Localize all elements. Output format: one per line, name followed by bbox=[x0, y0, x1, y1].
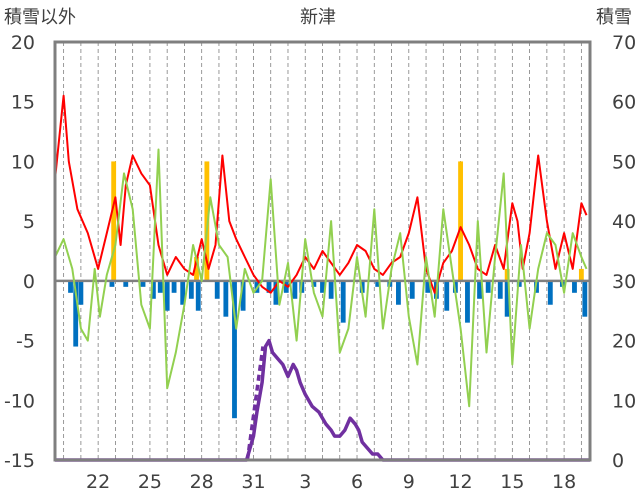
blue-bar bbox=[582, 280, 588, 317]
line-series bbox=[54, 94, 590, 462]
orange-bar bbox=[194, 256, 199, 281]
right-tick-label: 20 bbox=[612, 331, 636, 353]
left-tick-label: 15 bbox=[11, 92, 35, 114]
blue-bar bbox=[150, 280, 156, 299]
blue-bar bbox=[164, 280, 170, 311]
blue-bar bbox=[311, 280, 317, 287]
chart-title: 新津 bbox=[300, 7, 336, 28]
x-tick-label: 31 bbox=[241, 471, 265, 493]
blue-bar bbox=[547, 280, 553, 305]
blue-bar bbox=[504, 280, 510, 317]
left-tick-label: -5 bbox=[16, 331, 35, 353]
blue-bar bbox=[375, 280, 381, 287]
orange-bar bbox=[111, 161, 117, 281]
right-tick-label: 60 bbox=[612, 92, 636, 114]
right-tick-label: 10 bbox=[612, 390, 636, 412]
blue-bar bbox=[123, 280, 129, 287]
blue-bar bbox=[171, 280, 177, 293]
blue-bar bbox=[292, 280, 298, 299]
blue-bar bbox=[140, 280, 146, 287]
blue-bar bbox=[109, 280, 115, 287]
blue-bar bbox=[223, 280, 229, 317]
right-tick-label: 30 bbox=[612, 271, 636, 293]
blue-bar bbox=[195, 280, 201, 311]
blue-bar bbox=[477, 280, 482, 299]
x-tick-label: 15 bbox=[500, 471, 524, 493]
blue-bar bbox=[320, 280, 325, 293]
x-tick-label: 9 bbox=[403, 471, 415, 493]
left-tick-label: 0 bbox=[23, 271, 35, 293]
blue-bar bbox=[157, 280, 163, 293]
x-tick-label: 18 bbox=[552, 471, 576, 493]
x-tick-label: 22 bbox=[86, 471, 110, 493]
x-axis-ticks: 22 25 28 31 3 6 9 12 15 18 bbox=[86, 471, 576, 493]
blue-bar bbox=[266, 280, 272, 293]
blue-bar bbox=[516, 280, 522, 287]
right-axis-ticks: 70 60 50 40 30 20 10 0 bbox=[612, 32, 636, 472]
x-tick-label: 3 bbox=[299, 471, 311, 493]
left-tick-label: -15 bbox=[4, 450, 35, 472]
blue-bar bbox=[283, 280, 289, 293]
left-axis-label: 積雪以外 bbox=[4, 7, 76, 28]
blue-bar bbox=[328, 280, 334, 299]
blue-bar bbox=[497, 280, 503, 299]
blue-bar bbox=[232, 280, 237, 419]
blue-bar bbox=[180, 280, 186, 305]
right-axis-label: 積雪 bbox=[596, 7, 632, 28]
right-tick-label: 50 bbox=[612, 151, 636, 173]
orange-bar bbox=[504, 268, 510, 281]
x-tick-label: 25 bbox=[138, 471, 162, 493]
blue-bar bbox=[68, 280, 73, 293]
left-tick-label: 20 bbox=[11, 32, 35, 54]
x-tick-label: 12 bbox=[448, 471, 472, 493]
blue-bar bbox=[73, 280, 79, 347]
right-tick-label: 70 bbox=[612, 32, 636, 54]
purple-series-line bbox=[55, 338, 590, 462]
orange-bar bbox=[578, 268, 584, 281]
left-tick-label: 5 bbox=[23, 211, 35, 233]
blue-bar bbox=[572, 280, 577, 293]
left-axis-ticks: 20 15 10 5 0 -5 -10 -15 bbox=[4, 32, 35, 472]
purple-series-dashed-segment bbox=[245, 346, 265, 461]
blue-bar bbox=[188, 280, 194, 299]
blue-bar bbox=[444, 280, 450, 311]
left-tick-label: -10 bbox=[4, 390, 35, 412]
right-tick-label: 40 bbox=[612, 211, 636, 233]
blue-bar bbox=[240, 280, 246, 311]
green-series-line bbox=[54, 148, 588, 408]
red-series-line bbox=[54, 94, 588, 294]
blue-bar bbox=[396, 280, 401, 305]
x-tick-label: 28 bbox=[190, 471, 214, 493]
blue-bar bbox=[465, 280, 470, 323]
blue-bar bbox=[485, 280, 491, 293]
plot-frame bbox=[53, 40, 592, 462]
right-tick-label: 0 bbox=[612, 450, 624, 472]
blue-bar bbox=[214, 280, 220, 299]
left-tick-label: 10 bbox=[11, 151, 35, 173]
x-tick-label: 6 bbox=[351, 471, 363, 493]
blue-bar bbox=[78, 280, 84, 305]
blue-bar bbox=[340, 280, 346, 323]
blue-bar bbox=[425, 280, 431, 293]
blue-bar bbox=[273, 280, 279, 305]
blue-bar bbox=[409, 280, 415, 299]
orange-bar bbox=[458, 161, 463, 281]
